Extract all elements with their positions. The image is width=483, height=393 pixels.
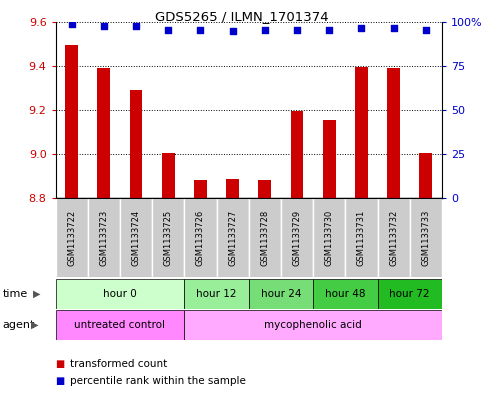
Text: GSM1133728: GSM1133728 — [260, 209, 270, 266]
Bar — [378, 279, 442, 309]
Bar — [88, 198, 120, 277]
Text: hour 72: hour 72 — [389, 289, 430, 299]
Bar — [120, 198, 152, 277]
Text: GSM1133730: GSM1133730 — [325, 209, 334, 266]
Point — [229, 28, 237, 35]
Bar — [419, 153, 432, 198]
Bar — [281, 198, 313, 277]
Point — [100, 23, 108, 29]
Text: ■: ■ — [56, 358, 68, 369]
Text: GSM1133725: GSM1133725 — [164, 210, 173, 266]
Bar — [162, 153, 175, 198]
Point — [68, 21, 75, 28]
Point — [422, 26, 430, 33]
Text: percentile rank within the sample: percentile rank within the sample — [70, 376, 246, 386]
Text: ▶: ▶ — [31, 320, 39, 330]
Text: hour 48: hour 48 — [325, 289, 366, 299]
Text: GSM1133726: GSM1133726 — [196, 209, 205, 266]
Bar — [355, 67, 368, 198]
Text: hour 24: hour 24 — [261, 289, 301, 299]
Text: GSM1133733: GSM1133733 — [421, 209, 430, 266]
Text: hour 12: hour 12 — [196, 289, 237, 299]
Bar — [249, 198, 281, 277]
Text: hour 0: hour 0 — [103, 289, 137, 299]
Bar — [98, 68, 110, 198]
Bar — [313, 198, 345, 277]
Text: GSM1133727: GSM1133727 — [228, 209, 237, 266]
Bar — [313, 279, 378, 309]
Bar — [56, 198, 88, 277]
Point — [390, 25, 398, 31]
Bar — [378, 198, 410, 277]
Bar — [323, 120, 336, 198]
Bar — [152, 198, 185, 277]
Text: GDS5265 / ILMN_1701374: GDS5265 / ILMN_1701374 — [155, 10, 328, 23]
Bar — [249, 279, 313, 309]
Point — [326, 26, 333, 33]
Text: GSM1133729: GSM1133729 — [293, 210, 301, 266]
Bar — [65, 45, 78, 198]
Bar — [291, 111, 303, 198]
Bar — [56, 279, 185, 309]
Point — [132, 23, 140, 29]
Point — [197, 26, 204, 33]
Text: GSM1133732: GSM1133732 — [389, 209, 398, 266]
Bar — [387, 68, 400, 198]
Text: mycophenolic acid: mycophenolic acid — [264, 320, 362, 330]
Bar — [129, 90, 142, 198]
Point — [293, 26, 301, 33]
Bar — [194, 180, 207, 198]
Bar — [216, 198, 249, 277]
Point — [261, 26, 269, 33]
Point — [164, 26, 172, 33]
Text: GSM1133722: GSM1133722 — [67, 210, 76, 266]
Bar — [56, 310, 185, 340]
Bar — [258, 180, 271, 198]
Bar — [185, 279, 249, 309]
Text: GSM1133723: GSM1133723 — [99, 209, 108, 266]
Text: ▶: ▶ — [33, 289, 41, 299]
Bar — [345, 198, 378, 277]
Bar — [185, 198, 216, 277]
Point — [357, 25, 365, 31]
Text: untreated control: untreated control — [74, 320, 166, 330]
Bar — [410, 198, 442, 277]
Text: transformed count: transformed count — [70, 358, 167, 369]
Text: agent: agent — [2, 320, 35, 330]
Text: GSM1133731: GSM1133731 — [357, 209, 366, 266]
Bar — [185, 310, 442, 340]
Text: time: time — [2, 289, 28, 299]
Bar — [226, 178, 239, 198]
Text: GSM1133724: GSM1133724 — [131, 210, 141, 266]
Text: ■: ■ — [56, 376, 68, 386]
